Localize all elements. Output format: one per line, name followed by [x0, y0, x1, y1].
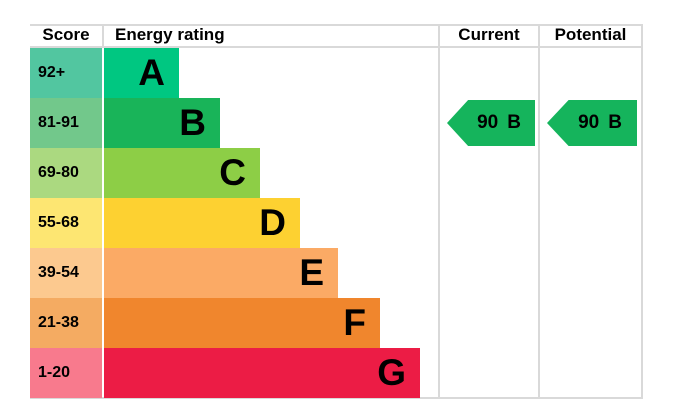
current-rating-score: 90 [477, 112, 499, 133]
potential-rating-arrow: 90 B [547, 100, 637, 146]
table-bottom-border [30, 397, 643, 399]
score-column-divider [102, 24, 104, 48]
band-bar-c: C [104, 148, 260, 198]
table-top-border [30, 24, 643, 26]
score-range-f: 21-38 [30, 298, 102, 348]
potential-column-divider [538, 24, 540, 399]
potential-rating-score: 90 [578, 112, 600, 133]
band-bar-b: B [104, 98, 220, 148]
potential-column-header: Potential [554, 25, 627, 44]
score-column-header: Score [42, 25, 90, 44]
table-right-border [641, 24, 643, 399]
score-range-a: 92+ [30, 48, 102, 98]
score-range-c: 69-80 [30, 148, 102, 198]
band-bar-a: A [104, 48, 179, 98]
band-bar-f: F [104, 298, 380, 348]
energy-rating-column-header: Energy rating [115, 25, 225, 44]
current-rating-band: B [507, 112, 521, 133]
band-bar-e: E [104, 248, 338, 298]
score-range-e: 39-54 [30, 248, 102, 298]
current-column-divider [438, 24, 440, 399]
band-bar-d: D [104, 198, 300, 248]
band-bar-g: G [104, 348, 420, 398]
score-range-g: 1-20 [30, 348, 102, 398]
current-column-header: Current [458, 25, 520, 44]
score-range-d: 55-68 [30, 198, 102, 248]
header-bottom-border [30, 46, 643, 48]
score-range-b: 81-91 [30, 98, 102, 148]
potential-rating-band: B [608, 112, 622, 133]
current-rating-arrow: 90 B [447, 100, 535, 146]
